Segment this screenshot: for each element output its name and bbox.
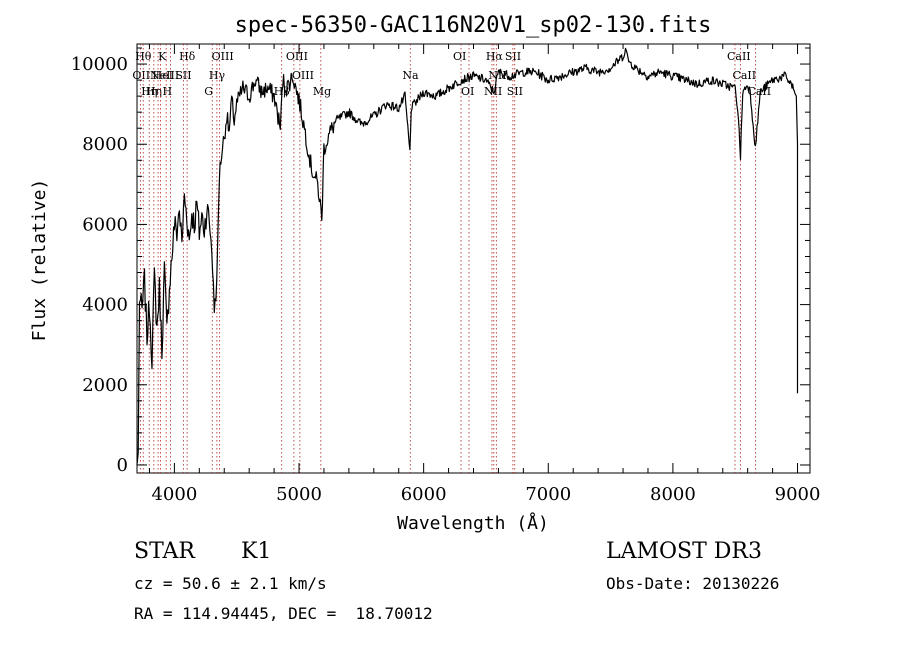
y-tick-labels: 0 2000 4000 6000 8000 10000 <box>71 54 128 476</box>
x-tick-label-3: 7000 <box>525 484 571 505</box>
survey-name: LAMOST DR3 <box>606 539 762 564</box>
y-axis-label: Flux (relative) <box>29 179 50 342</box>
line-marker-label-2: Hη <box>141 85 157 98</box>
line-marker-label-5: HeI <box>153 69 173 82</box>
line-marker-label-24: SII <box>507 85 523 98</box>
plot-frame <box>136 43 811 474</box>
axis-ticks <box>137 44 810 473</box>
line-marker-label-6: K <box>158 50 167 63</box>
line-marker-label-26: CaII <box>732 69 756 82</box>
line-marker-label-3: Hη <box>146 85 162 98</box>
line-marker-label-12: OIII <box>212 50 234 63</box>
line-marker-label-23: SII <box>505 50 521 63</box>
redshift-readout: cz = 50.6 ± 2.1 km/s <box>134 574 327 593</box>
x-tick-labels: 4000 5000 6000 7000 8000 9000 <box>151 484 820 505</box>
x-tick-label-2: 6000 <box>401 484 447 505</box>
line-marker-label-17: Na <box>402 69 419 82</box>
line-marker-label-9: Hδ <box>179 50 196 63</box>
line-marker-label-19: OI <box>461 85 474 98</box>
line-marker-label-15: OIII <box>292 69 314 82</box>
line-marker-label-8: SII <box>175 69 191 82</box>
line-marker-label-25: CaII <box>727 50 751 63</box>
spectrum-line <box>136 47 799 466</box>
x-tick-label-5: 9000 <box>775 484 821 505</box>
line-markers: OIIHθHηHηNeIIIHeIKHSIIHδGHγOIIIHβOIIIOII… <box>132 44 771 473</box>
y-tick-label-4: 8000 <box>82 134 128 155</box>
line-marker-label-10: G <box>204 85 213 98</box>
y-tick-label-0: 0 <box>117 455 128 476</box>
object-subclass: K1 <box>241 539 272 564</box>
line-marker-label-4: NeIII <box>150 69 179 82</box>
line-marker-label-1: Hθ <box>135 50 152 63</box>
x-tick-label-1: 5000 <box>276 484 322 505</box>
y-tick-label-5: 10000 <box>71 54 128 75</box>
chart-title: spec-56350-GAC116N20V1_sp02-130.fits <box>235 13 712 38</box>
y-tick-label-2: 4000 <box>82 295 128 316</box>
line-marker-label-14: OIII <box>286 50 308 63</box>
line-marker-label-21: Hα <box>486 50 504 63</box>
y-tick-label-1: 2000 <box>82 375 128 396</box>
object-class: STAR <box>134 539 195 564</box>
x-axis-label: Wavelength (Å) <box>397 512 549 534</box>
line-marker-label-18: OI <box>453 50 466 63</box>
line-marker-label-7: H <box>163 85 173 98</box>
y-tick-label-3: 6000 <box>82 214 128 235</box>
x-tick-label-0: 4000 <box>151 484 197 505</box>
coordinates-readout: RA = 114.94445, DEC = 18.70012 <box>134 604 433 623</box>
line-marker-label-11: Hγ <box>209 69 226 82</box>
line-marker-label-16: Mg <box>313 85 331 98</box>
obs-date: Obs-Date: 20130226 <box>606 574 780 593</box>
x-tick-label-4: 8000 <box>650 484 696 505</box>
line-marker-label-0: OII <box>132 69 150 82</box>
